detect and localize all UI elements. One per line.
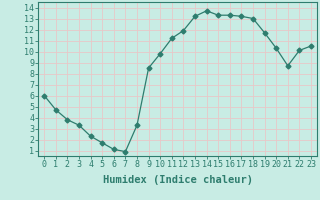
X-axis label: Humidex (Indice chaleur): Humidex (Indice chaleur) [103, 175, 252, 185]
